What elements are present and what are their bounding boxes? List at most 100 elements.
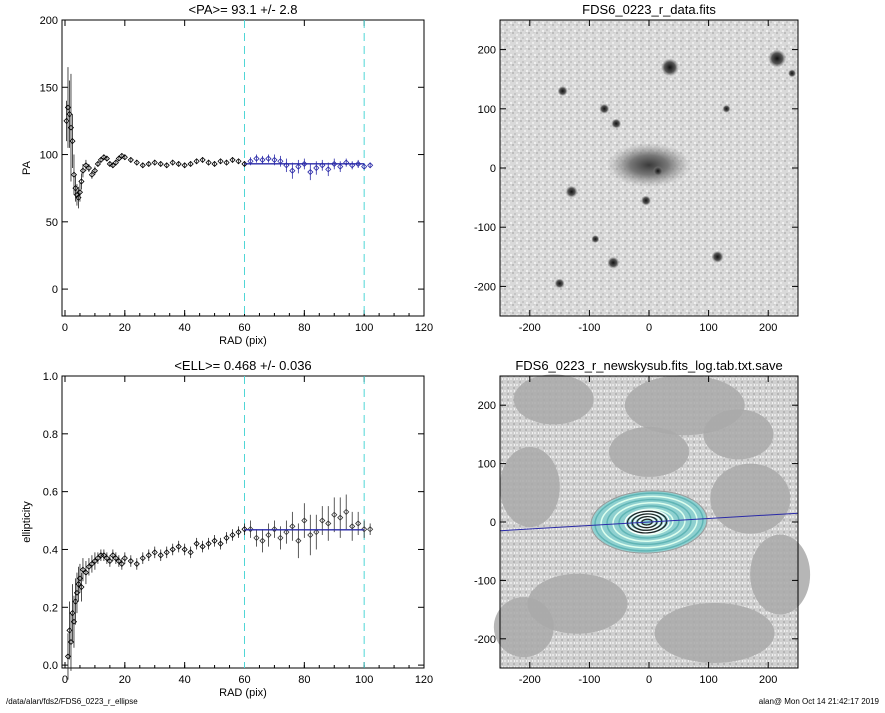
star (652, 165, 663, 176)
y-axis-label: ellipticity (21, 501, 33, 543)
data-point (265, 531, 272, 539)
y-tick-label: -200 (474, 634, 496, 646)
data-point (94, 555, 101, 562)
data-point (253, 155, 260, 162)
data-point (157, 160, 164, 168)
data-point (175, 160, 182, 168)
star (611, 118, 622, 129)
data-point (70, 618, 78, 625)
data-point (187, 160, 194, 168)
x-tick-label: 0 (62, 674, 68, 686)
data-point (115, 155, 122, 162)
data-point (64, 104, 72, 111)
data-point (115, 557, 122, 565)
data-point (145, 160, 152, 168)
data-point (223, 159, 230, 166)
data-point (118, 152, 125, 159)
data-point (67, 124, 75, 131)
data-point (343, 508, 350, 515)
y-tick-label: 150 (40, 82, 58, 94)
plot-3: <ELL>= 0.468 +/- 0.036 0 20 40 60 80 100 120 0.0… (21, 358, 433, 699)
y-tick-label: -200 (474, 281, 496, 293)
data-point (169, 546, 176, 553)
mask-region (499, 446, 560, 527)
data-point (73, 191, 81, 198)
data-point (133, 560, 140, 567)
data-point (127, 156, 134, 163)
x-axis-label: RAD (pix) (219, 687, 267, 699)
data-point (78, 583, 85, 591)
data-point (235, 529, 242, 536)
data-point (277, 158, 284, 165)
data-point (85, 164, 92, 172)
star (565, 185, 578, 198)
plot-4: FDS6_0223_r_newskysub.fits_log.tab.txt.s… (474, 358, 811, 686)
data-point (253, 534, 260, 541)
mask-region (710, 463, 791, 534)
data-point (109, 552, 116, 559)
data-point (187, 549, 194, 556)
data-point (106, 557, 113, 565)
data-point (337, 163, 344, 170)
data-point (259, 156, 266, 163)
x-tick-label: 0 (62, 322, 68, 334)
data-point (271, 156, 278, 163)
data-point (72, 185, 79, 192)
data-point (121, 154, 128, 161)
data-point (325, 166, 332, 173)
y-tick-label: 200 (478, 45, 496, 57)
y-tick-label: -100 (474, 222, 496, 234)
data-point (78, 178, 85, 185)
data-point (193, 540, 200, 547)
data-point (69, 610, 76, 617)
data-point (91, 167, 98, 174)
y-tick-label: 50 (46, 217, 58, 229)
x-tick-label: 60 (238, 674, 250, 686)
data-point (289, 523, 296, 530)
mask-region (750, 534, 811, 615)
data-point (118, 560, 125, 567)
x-tick-label: 60 (238, 322, 250, 334)
x-tick-label: 40 (179, 322, 191, 334)
data-point (97, 156, 104, 163)
x-tick-label: -100 (578, 674, 600, 686)
x-tick-label: 100 (355, 322, 373, 334)
data-point (67, 638, 75, 646)
y-tick-label: 1.0 (43, 371, 58, 383)
x-axis-label: RAD (pix) (219, 335, 267, 347)
star (591, 235, 600, 244)
data-point (72, 598, 79, 605)
data-point (75, 194, 82, 201)
star (557, 86, 568, 97)
data-point (367, 162, 374, 169)
data-point (112, 555, 119, 562)
x-tick-label: 200 (759, 674, 777, 686)
mask-region (703, 409, 774, 460)
data-point (229, 156, 236, 163)
data-point (79, 566, 87, 573)
data-point (63, 117, 70, 124)
plot-title: FDS6_0223_r_newskysub.fits_log.tab.txt.s… (515, 358, 782, 373)
x-tick-label: -200 (519, 322, 541, 334)
data-point (289, 167, 296, 174)
data-point (319, 517, 326, 524)
y-axis-label: PA (21, 160, 33, 175)
data-point (217, 540, 224, 547)
data-point (247, 158, 254, 165)
data-point (223, 534, 230, 541)
data-point (121, 555, 128, 562)
y-tick-label: 0.4 (43, 544, 58, 556)
data-point (112, 159, 119, 166)
data-point (193, 158, 200, 165)
data-point (82, 162, 89, 169)
plot-frame (61, 19, 425, 317)
plot-frame (61, 375, 425, 669)
data-point (69, 138, 76, 145)
y-tick-label: 0 (490, 517, 496, 529)
x-tick-label: 200 (759, 322, 777, 334)
data-point (106, 160, 113, 168)
data-point (157, 552, 164, 559)
y-tick-label: 0 (490, 163, 496, 175)
data-point (265, 155, 272, 162)
